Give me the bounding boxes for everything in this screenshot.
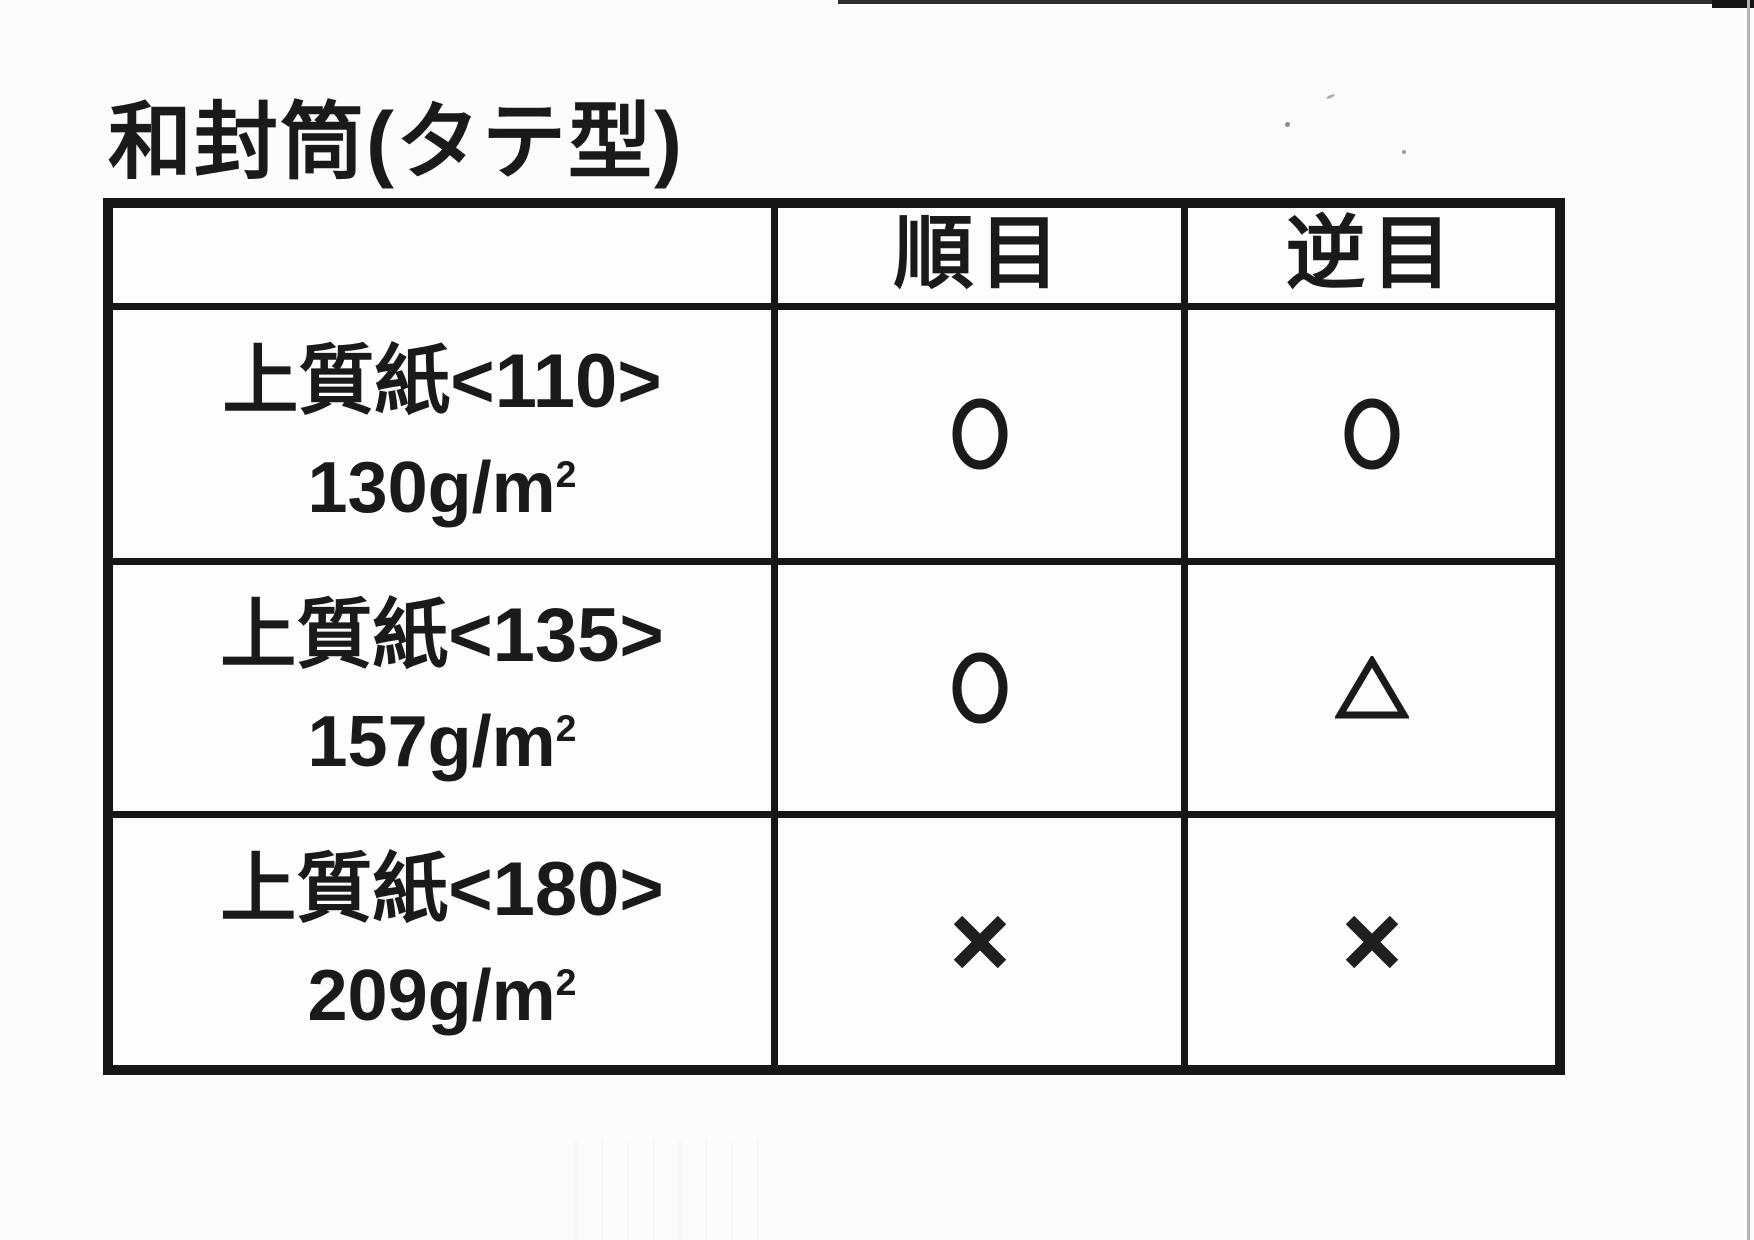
paper-name: 上質紙<180>: [220, 846, 664, 932]
paper-weight: 157g/m2: [307, 702, 577, 782]
scan-speck: [1285, 122, 1290, 127]
paper-weight: 209g/m2: [307, 955, 577, 1036]
page-title: 和封筒(タテ型): [108, 95, 684, 189]
table-row-paper-135-label-cell: 上質紙<135> 157g/m2: [113, 565, 778, 818]
weight-superscript: 2: [555, 453, 577, 495]
paper-weight: 130g/m2: [307, 448, 577, 528]
mark-circle-icon: [952, 652, 1008, 724]
mark-cross-icon: [949, 911, 1011, 973]
weight-superscript: 2: [555, 960, 577, 1003]
scan-speck: [1402, 150, 1406, 154]
header-label-gyaku: 逆目: [1285, 208, 1458, 298]
cell-180-gyaku: [1188, 818, 1555, 1065]
mark-cross-icon: [1341, 911, 1403, 973]
table-row-paper-180-label-cell: 上質紙<180> 209g/m2: [113, 818, 778, 1065]
scan-streaks-artifact: [575, 1140, 775, 1240]
mark-triangle-icon: [1334, 656, 1409, 720]
header-label-jun: 順目: [893, 208, 1066, 298]
header-cell-jun: 順目: [778, 208, 1188, 310]
cell-180-jun: [778, 818, 1188, 1065]
paper-name: 上質紙<135>: [220, 593, 664, 678]
mark-circle-icon: [1344, 398, 1400, 470]
header-cell-gyaku: 逆目: [1188, 208, 1555, 310]
cell-135-gyaku: [1188, 565, 1555, 818]
weight-superscript: 2: [555, 707, 577, 749]
scan-speck: [1325, 93, 1336, 100]
scan-edge-artifact-right: [1747, 0, 1750, 1240]
header-cell-paper: [113, 208, 778, 310]
scan-edge-artifact-top: [838, 0, 1754, 4]
cell-110-jun: [778, 310, 1188, 565]
paper-grain-table: 順目 逆目 上質紙<110> 130g/m2 上質紙<135> 157g/m2 …: [103, 198, 1565, 1075]
cell-135-jun: [778, 565, 1188, 818]
cell-110-gyaku: [1188, 310, 1555, 565]
mark-circle-icon: [952, 398, 1008, 470]
table-row-paper-110-label-cell: 上質紙<110> 130g/m2: [113, 310, 778, 565]
scan-edge-artifact-top-corner: [1712, 0, 1754, 8]
paper-name: 上質紙<110>: [222, 339, 662, 424]
